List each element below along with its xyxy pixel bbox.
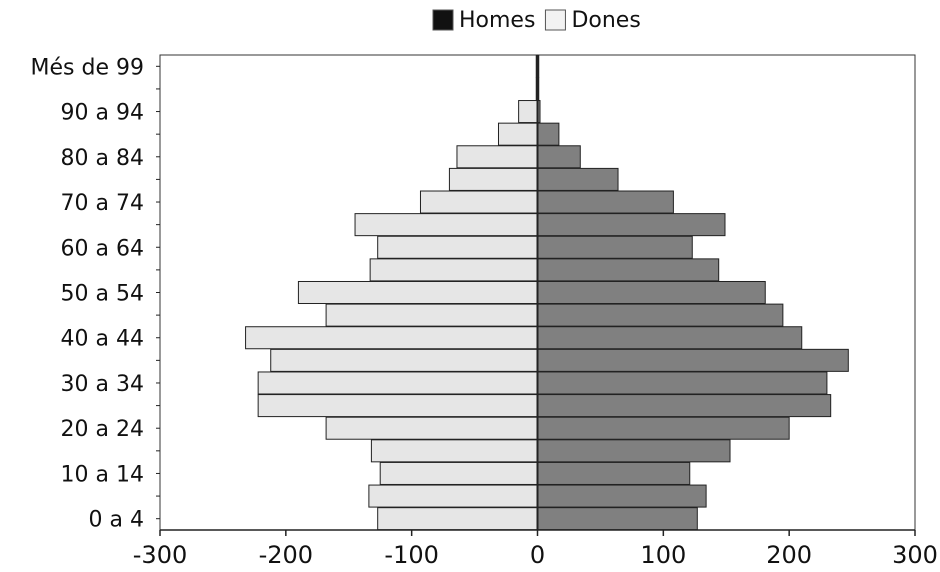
y-category-label-9: 90 a 94: [61, 101, 144, 126]
bar-dones-7: [270, 348, 538, 372]
bar-dones-15: [448, 167, 538, 191]
bar-dones-3: [370, 439, 538, 463]
bar-homes-0: [537, 507, 698, 531]
y-category-label-2: 20 a 24: [61, 417, 144, 442]
bar-dones-4: [325, 416, 538, 440]
bar-homes-10: [537, 280, 766, 305]
x-tick-label-1: -200: [259, 541, 313, 569]
bar-homes-16: [537, 145, 581, 169]
bar-homes-3: [537, 439, 731, 463]
bar-dones-8: [245, 326, 538, 350]
bar-dones-1: [368, 484, 538, 508]
bar-homes-1: [537, 484, 707, 508]
legend-label-homes: Homes: [459, 8, 535, 33]
bar-dones-12: [377, 235, 539, 259]
bar-homes-4: [537, 416, 790, 440]
bar-dones-0: [377, 507, 539, 531]
bar-dones-13: [354, 213, 538, 237]
y-category-label-8: 80 a 84: [61, 146, 144, 171]
legend-label-dones: Dones: [571, 8, 640, 33]
bar-dones-16: [456, 145, 539, 169]
bar-dones-17: [497, 122, 539, 146]
x-tick-label-6: 300: [892, 541, 938, 569]
bar-homes-2: [537, 461, 691, 485]
bar-homes-13: [537, 213, 726, 237]
bar-homes-14: [537, 190, 674, 214]
bar-dones-5: [257, 394, 538, 418]
legend-swatch-dones: [544, 9, 566, 31]
x-tick-label-2: -100: [384, 541, 438, 569]
bar-homes-17: [537, 122, 560, 146]
x-tick-label-3: 0: [530, 541, 545, 569]
y-category-label-4: 40 a 44: [61, 327, 144, 352]
legend-swatch-homes: [432, 9, 454, 31]
bar-dones-6: [257, 371, 538, 395]
bar-dones-11: [369, 258, 538, 282]
bar-homes-8: [537, 326, 803, 350]
x-tick-label-5: 200: [766, 541, 812, 569]
bar-dones-14: [419, 190, 539, 214]
x-tick-label-4: 100: [640, 541, 686, 569]
bar-homes-12: [537, 235, 693, 259]
bar-homes-15: [537, 167, 619, 191]
bar-dones-10: [297, 280, 538, 305]
y-category-label-6: 60 a 64: [61, 236, 144, 261]
bar-homes-6: [537, 371, 828, 395]
bar-dones-18: [518, 100, 538, 124]
bar-homes-7: [537, 348, 849, 372]
y-category-label-5: 50 a 54: [61, 282, 144, 307]
y-category-label-3: 30 a 34: [61, 372, 144, 397]
y-category-label-10: Més de 99: [31, 55, 144, 80]
x-tick-label-0: -300: [133, 541, 187, 569]
bar-dones-9: [325, 303, 538, 327]
bar-homes-5: [537, 394, 832, 418]
y-category-label-0: 0 a 4: [89, 508, 144, 533]
bar-homes-11: [537, 258, 720, 282]
bar-homes-9: [537, 303, 784, 327]
y-category-label-7: 70 a 74: [61, 191, 144, 216]
bar-dones-2: [379, 461, 539, 485]
y-category-label-1: 10 a 14: [61, 462, 144, 487]
